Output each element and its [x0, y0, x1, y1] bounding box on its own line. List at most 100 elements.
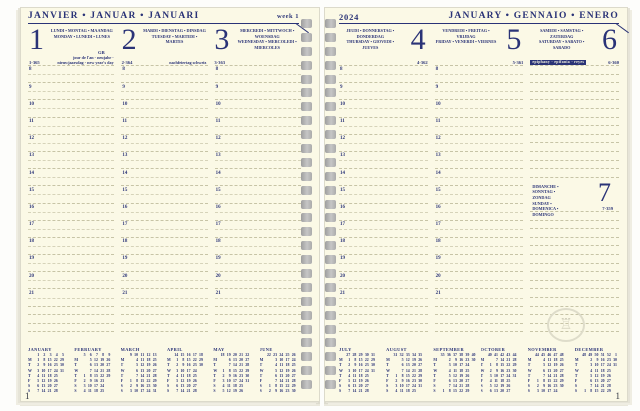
note-line [339, 305, 428, 315]
spiral-hole [325, 60, 336, 70]
hour-slot: 15 [339, 185, 428, 202]
left-page: JANVIER • JANUAR • JANUARI week 1 1 1-36… [20, 7, 320, 402]
note-line [28, 305, 115, 315]
mini-calendar-day-letter: S [433, 384, 436, 389]
mini-calendar-cell: 15 [47, 358, 52, 363]
mini-calendar-cell: 9 [108, 353, 111, 357]
week-label: week 1 [277, 13, 299, 20]
mini-calendar-cell: 12 [279, 368, 284, 373]
mini-calendar-cell: 5 [489, 384, 492, 389]
mini-calendar-row: S 7 14 21 28 [28, 389, 71, 394]
mini-calendar-day-letter: W [433, 368, 438, 373]
mini-calendar-day-letter: S [480, 384, 483, 389]
spiral-hole [325, 199, 336, 209]
mini-calendar-cell: 19 [47, 379, 52, 384]
mini-calendar-cell: 24 [506, 373, 511, 378]
note-line [530, 254, 620, 263]
spiral-hole [325, 130, 336, 140]
mini-calendar-cell: 21 [239, 363, 244, 368]
mini-calendar-cell: 20 [47, 384, 52, 389]
mini-calendar-cell: 28 [559, 373, 564, 378]
hour-label: 16 [435, 204, 441, 210]
mini-calendar-cell: 8 [275, 384, 278, 389]
mini-calendar-cell: 4 [275, 363, 278, 368]
mini-calendar-cell: 16 [547, 384, 552, 389]
spiral-hole [325, 241, 336, 251]
mini-calendar-row: S 1 8 15 22 29 [575, 389, 619, 394]
mini-calendar-cell: 2 [448, 358, 451, 363]
mini-calendar-day-letter: W [574, 368, 579, 373]
mini-calendar-cell: 28 [245, 363, 250, 368]
mini-calendar-cell: 14 [500, 358, 505, 363]
mini-calendar-cell: 14 [232, 363, 237, 368]
mini-calendar-cell: 2 [43, 353, 46, 357]
mini-calendar-row: W 6 13 20 27 [528, 369, 572, 374]
note-line [530, 168, 620, 177]
mini-calendar-day-letter: F [166, 379, 170, 384]
mini-calendar-cell: 14 [352, 389, 357, 394]
hour-label: 17 [122, 222, 128, 228]
mini-calendar-cell: 7 [228, 363, 231, 368]
mini-calendar-row: T 6 13 20 27 [386, 363, 430, 368]
hour-slot: 10 [121, 99, 208, 116]
mini-calendar-cell: 27 [606, 379, 611, 384]
mini-calendar-cell: 28 [364, 389, 369, 394]
spiral-hole [325, 185, 336, 195]
hour-label: 17 [435, 222, 441, 228]
mini-calendar-cell: 28 [152, 373, 157, 378]
mini-calendar-cell: 24 [192, 368, 197, 373]
mini-calendar-cell: 26 [291, 368, 296, 373]
mini-calendar-cell: 27 [506, 389, 511, 394]
hour-slot: 18 [214, 236, 302, 254]
mini-calendar-cell: 2 [395, 379, 398, 384]
note-line [530, 65, 620, 74]
mini-calendar-cell: 9 [43, 363, 46, 368]
day-column-weekend: 7 7-359 DIMANCHE • SONNTAG • ZONDAG SUND… [530, 65, 620, 340]
mini-calendar-cell: 11 [180, 373, 185, 378]
spiral-hole [301, 255, 312, 265]
spiral-hole [325, 74, 336, 84]
mini-calendar-cell: 13 [94, 363, 98, 368]
mini-calendar-cell: 3 [536, 389, 539, 394]
spiral-hole [301, 282, 312, 292]
mini-calendar-cell: 18 [600, 368, 605, 373]
spiral-hole [325, 157, 336, 167]
mini-calendar-cell: 42 [500, 353, 505, 357]
mini-calendar-day-letter: T [74, 373, 77, 378]
hour-label: 11 [340, 118, 345, 124]
mini-calendar-cell: 6 [401, 363, 404, 368]
mini-calendar-week-numbers: 48 49 50 51 52 1 [575, 353, 619, 358]
mini-calendar-row: S 6 13 20 27 [339, 384, 383, 389]
hour-slot: 8 [121, 65, 208, 82]
mini-calendar-row: S 2 9 16 23 30 [121, 384, 164, 389]
mini-calendar-cell: 10 [134, 389, 139, 394]
mini-calendar-cell: 12 [226, 389, 231, 394]
mini-calendar-cell: 3 [448, 363, 451, 368]
mini-calendar-row: S 4 11 18 25 [74, 389, 117, 394]
note-line [434, 331, 524, 340]
mini-calendar-row: T 4 11 18 25 [167, 374, 210, 379]
mini-calendar-cell: 12 [594, 373, 599, 378]
mini-calendar-cell: 2 [348, 363, 351, 368]
mini-calendar: JANUARY 1 2 3 4 5 M 1 8 15 22 29 T 2 9 16 23 30 W 3 10 17 24 31… [28, 347, 71, 399]
mini-calendar-cell: 25 [465, 368, 470, 373]
mini-calendar-cell: 5 [448, 373, 451, 378]
mini-calendar-cell: 19 [553, 363, 558, 368]
spiral-hole [301, 46, 312, 56]
mini-calendar-cell: 19 [459, 373, 464, 378]
mini-calendar-row: T 6 13 20 27 [74, 363, 117, 368]
mini-calendar-cell: 1 [348, 358, 351, 363]
mini-calendar-cell: 30 [199, 363, 203, 368]
hour-label: 10 [215, 101, 221, 107]
mini-calendar-cell: 50 [594, 353, 599, 357]
mini-calendar-cell: 20 [285, 373, 290, 378]
note-line [121, 305, 208, 315]
mini-calendar-cell: 23 [53, 363, 58, 368]
hour-slot: 9 [434, 82, 524, 99]
spiral-hole [301, 116, 312, 126]
mini-calendar-cell: 21 [186, 389, 191, 394]
mini-calendar-cell: 20 [412, 363, 416, 368]
mini-calendar-row: F 7 14 21 28 [260, 379, 303, 384]
mini-calendar-cell: 17 [405, 384, 410, 389]
note-line [530, 142, 620, 151]
